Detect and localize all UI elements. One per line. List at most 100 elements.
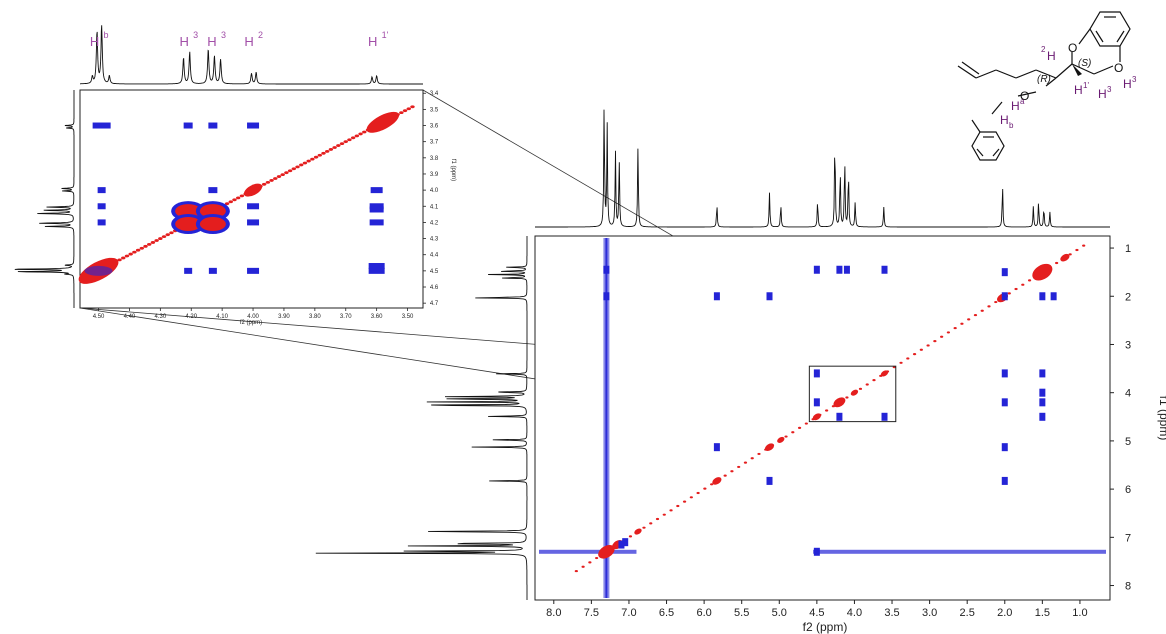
inset-diagonal-dot <box>343 140 348 144</box>
main-diagonal-dot <box>804 422 808 425</box>
inset-diagonal-dot <box>317 153 322 157</box>
main-peak-layer <box>539 238 1106 598</box>
inset-cross-peak <box>247 267 260 274</box>
main-diagonal-peak <box>634 528 642 535</box>
inset-diagonal-dot <box>299 163 304 167</box>
main-x-tick-label: 5.5 <box>734 607 749 619</box>
inset-diagonal-dot <box>232 198 237 202</box>
main-diagonal-dot <box>912 353 917 356</box>
inset-y-tick-label: 3.5 <box>430 107 439 113</box>
inset-y-tick-label: 3.6 <box>430 124 439 130</box>
main-x-tick-label: 6.0 <box>696 607 711 619</box>
main-left-trace <box>315 236 528 600</box>
inset-y-tick-label: 4.7 <box>430 301 439 307</box>
inset-diagonal-dot <box>165 233 170 237</box>
main-cross-peak <box>843 265 850 274</box>
inset-cross-peak <box>97 219 106 226</box>
inset-y-tick-label: 4.3 <box>430 237 439 243</box>
inset-diagonal-dot <box>228 200 233 204</box>
main-y-tick-label: 3 <box>1125 339 1131 351</box>
atom-o-top: O <box>1068 41 1077 55</box>
inset-diagonal-dot <box>269 179 274 182</box>
main-top-trace <box>535 109 1110 228</box>
inset-cross-peak <box>369 203 384 210</box>
main-diagonal-peak <box>850 389 859 396</box>
inset-top-projection <box>80 25 423 85</box>
hb-sub: b <box>1009 121 1014 130</box>
inset-diagonal-dot <box>265 180 271 184</box>
inset-diagonal-dot <box>132 250 137 254</box>
inset-proton-label: H <box>179 34 188 49</box>
inset-diagonal-dot <box>239 194 245 198</box>
inset-cross-peak <box>92 122 111 129</box>
inset-y-tick-label: 3.7 <box>430 140 439 146</box>
ha-sub: a <box>1020 97 1025 106</box>
main-diagonal-dot <box>642 526 646 529</box>
main-x-tick-label: 1.5 <box>1035 607 1050 619</box>
main-x-axis: 8.0 7.5 7.0 6.5 6.0 5.5 5.0 4.5 4.0 3.5 3.0 2.5 2.0 1… <box>546 600 1088 619</box>
inset-x-tick-label: 4.40 <box>124 314 136 320</box>
main-diagonal-dot <box>730 470 734 473</box>
main-diagonal-dot <box>1068 253 1072 256</box>
inset-diagonal-dot <box>358 132 363 136</box>
inset-cross-peak <box>97 203 106 210</box>
main-diagonal-dot <box>858 387 863 390</box>
main-cross-peak <box>1001 268 1008 277</box>
inset-left-projection <box>14 90 75 308</box>
atom-o-right: O <box>1114 61 1123 75</box>
main-diagonal-dot <box>588 561 592 564</box>
inset-y-axis: 3.4 3.5 3.6 3.7 3.8 3.9 4.0 4.1 4.2 4.3 4.4 4.5 4.6 4… <box>423 91 439 307</box>
main-cross-peak <box>766 292 773 301</box>
h3b-sub: 3 <box>1107 85 1112 94</box>
inset-proton-label: H <box>90 34 99 49</box>
main-cross-peak <box>622 538 629 547</box>
main-diagonal-dot <box>1007 292 1011 295</box>
main-cross-peak <box>1001 292 1008 301</box>
main-diagonal-peak <box>777 436 785 443</box>
main-diagonal-dot <box>980 309 984 312</box>
main-diagonal-dot <box>797 426 802 429</box>
main-plot-frame <box>534 235 1111 601</box>
inset-diagonal-dot <box>124 254 130 258</box>
main-diagonal-dot <box>994 300 998 304</box>
main-left-projection <box>315 236 528 600</box>
ha-atom: H <box>1011 99 1020 113</box>
main-diagonal-dot <box>845 396 849 399</box>
inset-diagonal-dot <box>350 136 356 140</box>
inset-proton-label: H <box>207 34 216 49</box>
inset-diagonal-dot <box>332 146 337 149</box>
main-y-tick-label: 4 <box>1125 388 1131 400</box>
hb-atom: H <box>1000 113 1009 127</box>
inset-y-tick-label: 4.5 <box>430 269 439 275</box>
main-diagonal-dot <box>689 496 693 499</box>
main-cross-peak <box>1001 369 1008 378</box>
inset-left-trace <box>14 90 75 308</box>
inset-y-axis-label: f1 (ppm) <box>450 159 456 181</box>
h3-sub: 3 <box>1132 75 1137 84</box>
inset-x-tick-label: 4.10 <box>216 314 228 320</box>
main-x-tick-label: 4.0 <box>847 607 862 619</box>
inset-diagonal-dot <box>310 157 315 161</box>
inset-diagonal-dot <box>117 258 122 262</box>
main-cross-peak <box>1039 369 1046 378</box>
main-cross-peak <box>1039 398 1046 407</box>
inset-diagonal-dot <box>313 155 319 159</box>
inset-diagonal-dot <box>276 175 282 178</box>
inset-diagonal-peak <box>366 111 400 133</box>
benzyl-ring <box>971 131 1005 161</box>
main-diagonal-peak <box>1060 253 1070 262</box>
main-diagonal-dot <box>628 535 633 538</box>
inset-x-axis-label: f2 (ppm) <box>240 320 262 326</box>
inset-diagonal-dot <box>161 235 167 239</box>
inset-diagonal-dot <box>147 242 152 246</box>
main-x-tick-label: 4.5 <box>809 607 824 619</box>
main-diagonal-dot <box>953 326 957 330</box>
main-x-tick-label: 1.0 <box>1072 607 1087 619</box>
main-cross-peak <box>813 398 820 407</box>
main-diagonal-dot <box>696 491 700 495</box>
inset-diagonal-dot <box>328 148 334 151</box>
main-diagonal-dot <box>960 322 964 325</box>
inset-x-tick-label: 4.20 <box>185 314 197 320</box>
